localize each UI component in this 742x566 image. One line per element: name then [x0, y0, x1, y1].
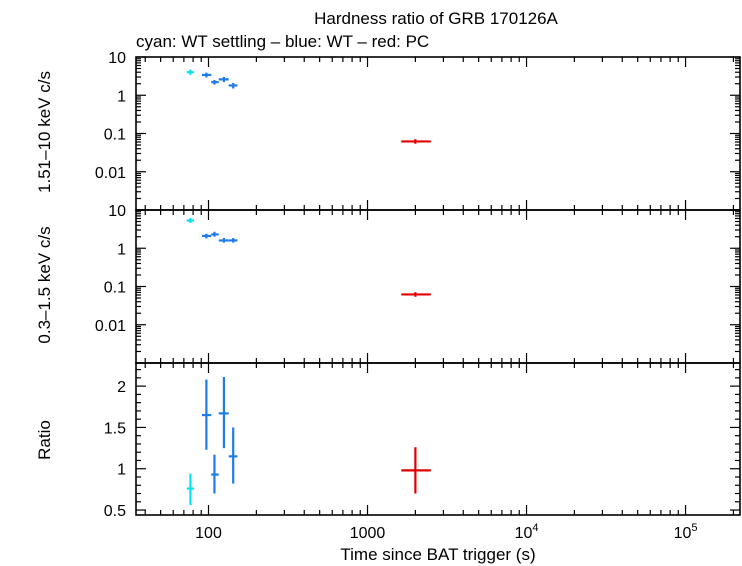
- panel-ratio: 0.5 1 1.5 2: [104, 362, 741, 520]
- y-tick-label: 1: [117, 88, 126, 105]
- panel-frame: [135, 209, 741, 364]
- x-tick-label: 100: [195, 525, 222, 542]
- x-tick-label: 1000: [350, 525, 386, 542]
- series-pc: [401, 292, 431, 297]
- y-tick-label: 10: [108, 50, 126, 67]
- x-tick-label: 105: [674, 522, 698, 542]
- y-tick-label: 2: [117, 379, 126, 396]
- panel-hard: 10 1 0.1 0.01: [95, 50, 741, 211]
- chart-title: Hardness ratio of GRB 170126A: [314, 9, 558, 28]
- y-tick-label: 10: [108, 203, 126, 220]
- series-wt-settling: [186, 473, 194, 506]
- y-tick-label: 1.5: [104, 420, 126, 437]
- y-tick-label: 1: [117, 462, 126, 479]
- y-axis-label-hard: 1.51–10 keV c/s: [35, 71, 54, 193]
- y-tick-label: 0.5: [104, 503, 126, 520]
- series-wt-settling: [186, 217, 194, 223]
- panel-frame: [135, 362, 741, 516]
- y-tick-label: 0.01: [95, 165, 126, 182]
- series-wt: [201, 231, 238, 243]
- series-wt: [201, 72, 238, 89]
- series-pc: [401, 447, 431, 494]
- y-axis-label-ratio: Ratio: [35, 420, 54, 460]
- plot-panels: 10 1 0.1 0.01 10 1 0.1 0.01 0.5 1 1.5 2 100 1000 104 10…: [95, 50, 741, 542]
- y-axis-label-soft: 0.3–1.5 keV c/s: [35, 226, 54, 343]
- chart-subtitle: cyan: WT settling – blue: WT – red: PC: [136, 32, 429, 51]
- series-wt-settling: [186, 69, 194, 75]
- y-tick-label: 0.01: [95, 318, 126, 335]
- x-axis-label: Time since BAT trigger (s): [340, 545, 535, 564]
- series-pc: [401, 139, 431, 144]
- series-wt: [201, 377, 238, 494]
- y-tick-label: 1: [117, 241, 126, 258]
- x-tick-label: 104: [515, 522, 539, 542]
- y-tick-label: 0.1: [104, 127, 126, 144]
- panel-soft: 10 1 0.1 0.01: [95, 203, 741, 364]
- y-tick-label: 0.1: [104, 280, 126, 297]
